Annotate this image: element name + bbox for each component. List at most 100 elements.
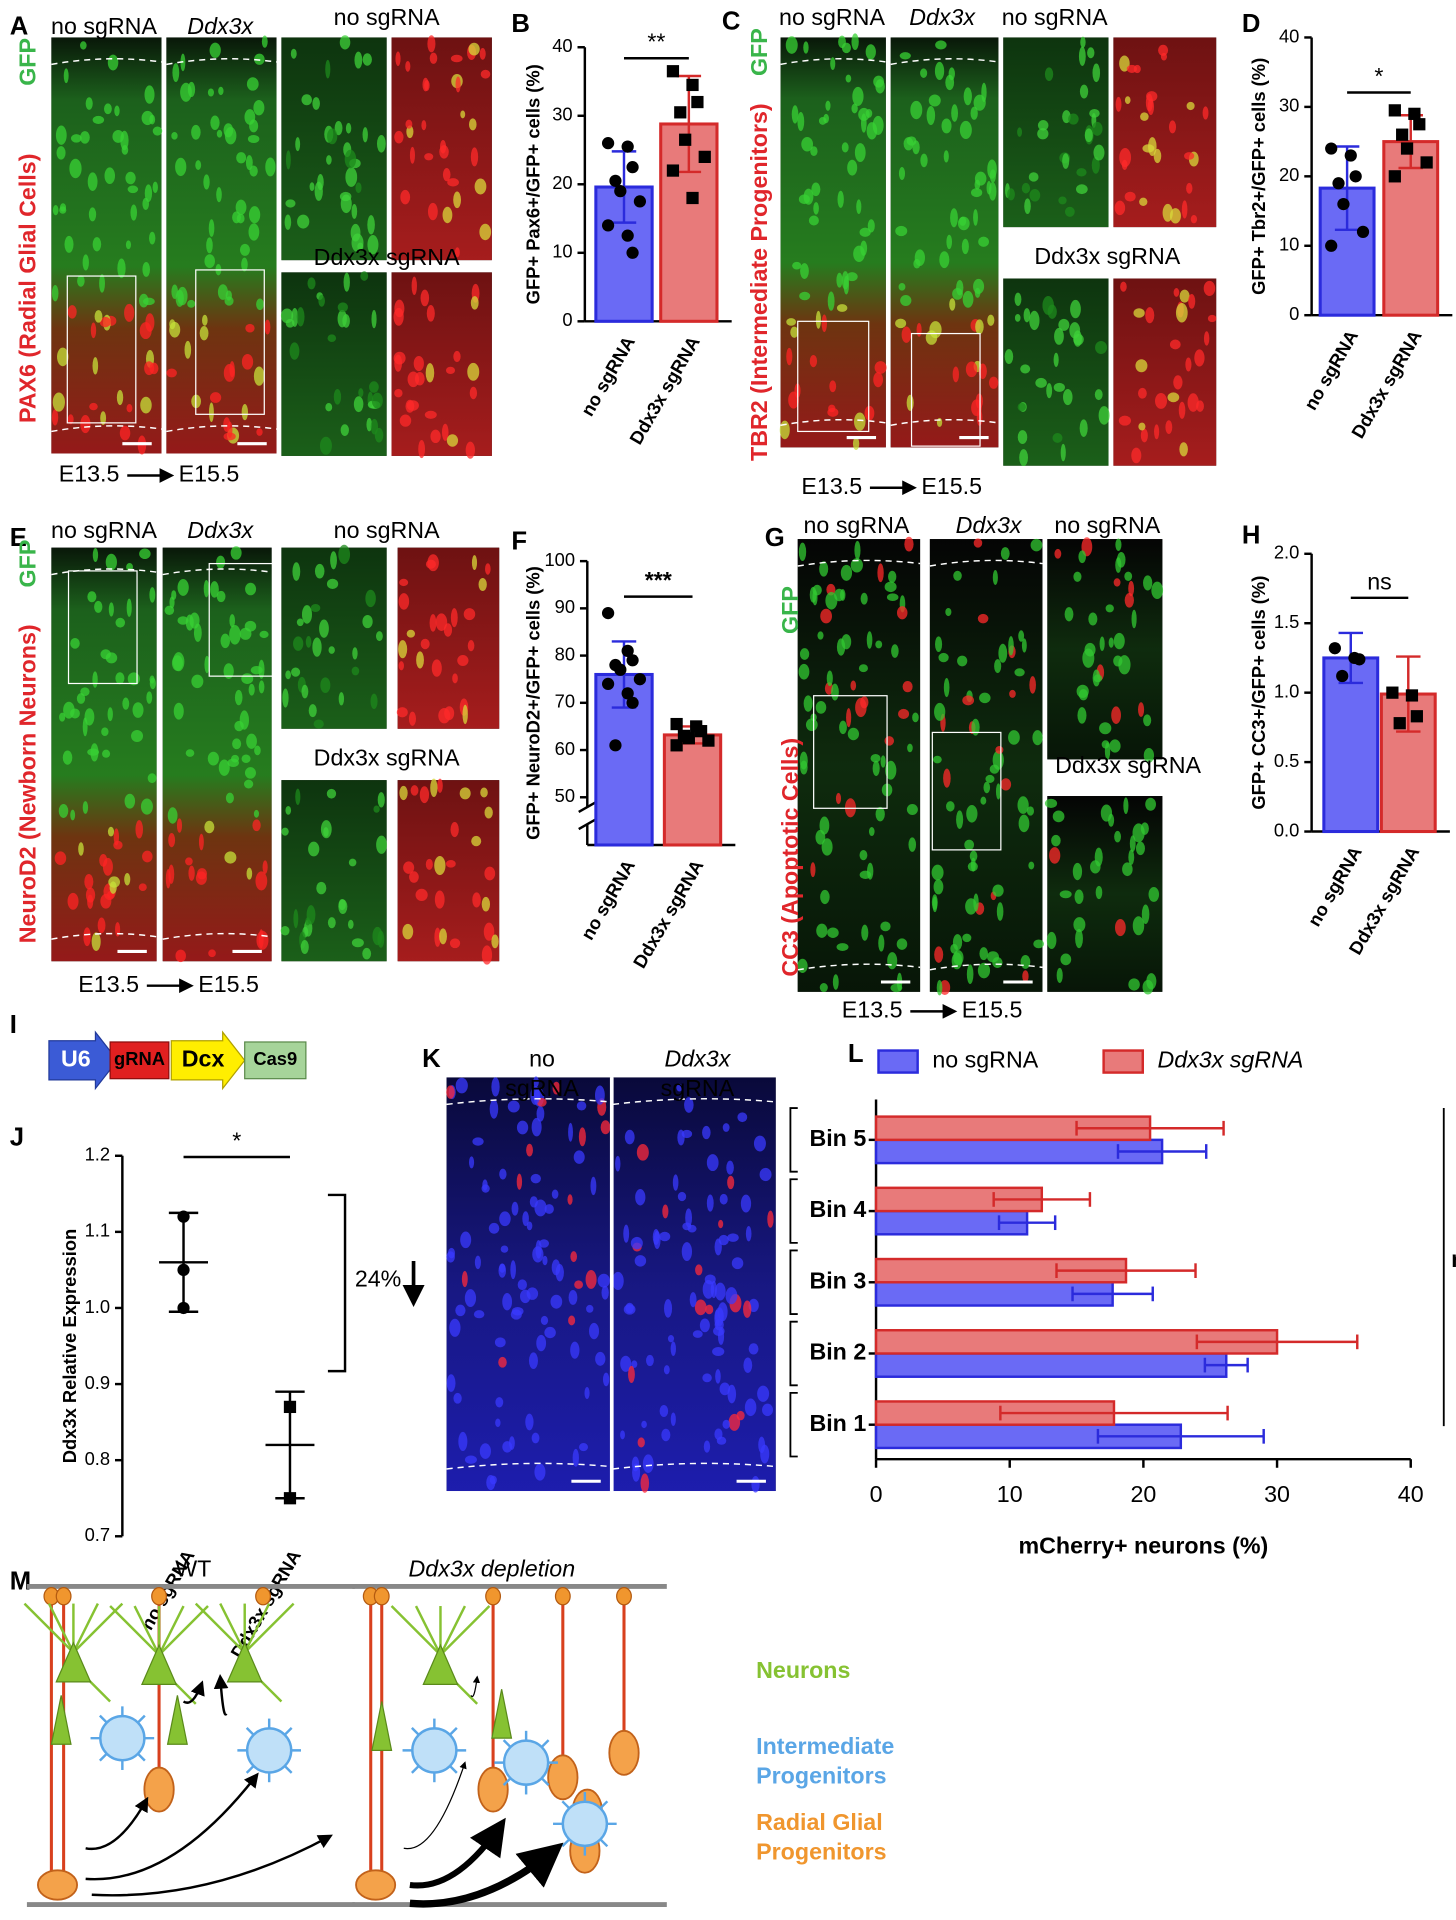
cell [1028,172,1039,182]
intermediate-progenitor [561,1800,609,1848]
cell [877,563,884,583]
cell [63,701,75,719]
cell [1022,970,1029,983]
cell [1004,349,1014,365]
endfoot [55,1587,72,1606]
cell [1128,978,1140,991]
cell [195,871,207,885]
cell [307,277,316,290]
cell [1077,707,1087,724]
cell [820,889,830,905]
cell [413,355,424,372]
cell [884,581,897,593]
cell [280,308,294,324]
cell [224,851,237,864]
x-tick-label: Ddx3x sgRNA [629,856,708,972]
cell [1148,886,1160,902]
cell [779,420,790,440]
cell [313,719,324,729]
cell [1139,197,1148,206]
significance: ns [1367,568,1392,594]
cell [520,1289,531,1304]
cell [318,295,325,307]
cell [424,80,430,92]
cell [1160,52,1168,61]
cell [330,551,337,570]
column-label: sgRNA [505,1075,579,1101]
cell [870,753,881,763]
cell [979,692,991,704]
cell [858,664,868,673]
cell [939,251,950,269]
cell [1073,571,1082,582]
cell [816,923,828,938]
cell [1146,91,1158,102]
cell [105,553,117,571]
cell [800,263,809,279]
cell [803,695,813,712]
data-point [1420,156,1433,169]
cell [168,832,176,848]
cell [767,1210,774,1228]
cell [530,1173,541,1184]
cell [241,754,251,764]
cell [187,299,196,308]
cell [301,684,309,699]
y-tick-label: 0 [1289,303,1299,324]
cell [480,787,488,798]
cell [114,105,120,117]
cell [526,1221,533,1231]
cell [85,887,96,903]
bar [662,733,723,847]
cell [1068,113,1079,125]
cell [1141,904,1150,925]
cell [1124,571,1133,581]
cell [856,199,862,215]
cell [339,35,351,50]
cell [934,702,946,721]
cell [568,1315,576,1326]
cell [966,804,978,823]
cell [945,74,955,91]
cell [517,1279,527,1291]
x-tick-label: 0 [870,1481,883,1507]
cell [1165,420,1173,435]
cell [936,417,943,427]
boundary [51,932,157,940]
radial-glia [143,1766,175,1813]
y-tick-label: Bin 3 [809,1267,866,1293]
panel-letter: E [10,524,27,552]
cell [532,1246,544,1263]
cell [1105,604,1114,613]
data-point [633,673,647,686]
cell [102,749,111,758]
x-tick-label: no sgRNA [1303,843,1366,930]
boundary [797,963,921,971]
cell [481,896,491,912]
cell [914,249,925,267]
cell [107,54,119,71]
cell [1111,706,1121,724]
cell [1138,422,1146,431]
cell [1017,430,1028,445]
cell [899,52,911,60]
cell [59,712,66,722]
y-axis-label: GFP+ Tbr2+/GFP+ cells (%) [1248,58,1269,295]
cell [204,655,210,674]
cell [337,302,348,313]
cell [406,125,414,139]
cell [1063,388,1073,406]
cell [1054,327,1064,345]
cell [430,778,438,798]
cell [1114,200,1126,216]
cell [243,779,254,789]
cell [465,441,475,459]
x-tick-label: 30 [1264,1481,1290,1507]
data-point [621,687,634,700]
cell [1186,182,1193,194]
cell [1181,200,1188,219]
cell [80,131,90,144]
boundary [890,58,999,66]
cell [144,184,153,203]
cell [702,1373,712,1383]
